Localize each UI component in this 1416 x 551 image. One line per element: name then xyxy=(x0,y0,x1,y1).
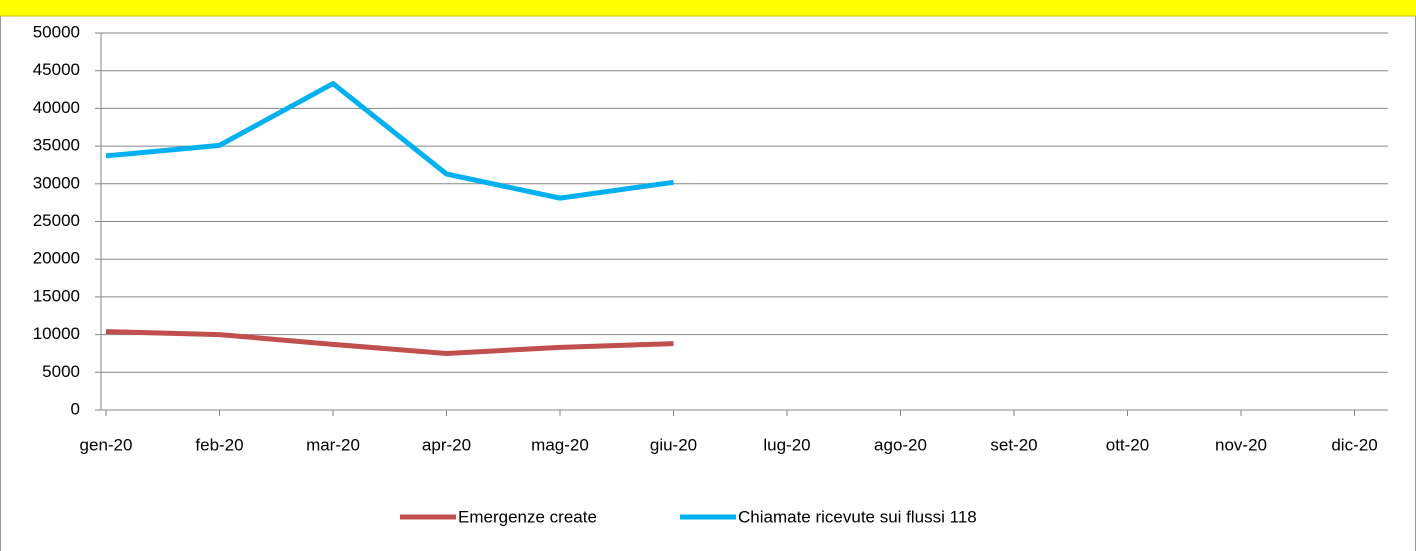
y-tick-label: 50000 xyxy=(33,22,80,41)
y-tick-label: 30000 xyxy=(33,173,80,192)
x-tick-label: giu-20 xyxy=(650,435,697,454)
legend-label: Emergenze create xyxy=(458,507,597,526)
y-tick-label: 35000 xyxy=(33,136,80,155)
y-tick-label: 20000 xyxy=(33,249,80,268)
series-line xyxy=(105,329,674,356)
x-tick-label: nov-20 xyxy=(1215,435,1267,454)
x-tick-label: ott-20 xyxy=(1106,435,1149,454)
x-tick-label: ago-20 xyxy=(874,435,927,454)
x-tick-label: gen-20 xyxy=(80,435,133,454)
x-tick-label: feb-20 xyxy=(195,435,243,454)
y-tick-label: 5000 xyxy=(42,362,80,381)
x-tick-label: set-20 xyxy=(990,435,1037,454)
y-tick-label: 15000 xyxy=(33,286,80,305)
x-tick-label: mar-20 xyxy=(306,435,360,454)
legend-label: Chiamate ricevute sui flussi 118 xyxy=(738,507,977,526)
y-tick-label: 45000 xyxy=(33,60,80,79)
y-tick-label: 0 xyxy=(71,399,80,418)
header-bar xyxy=(0,0,1416,16)
x-tick-label: mag-20 xyxy=(531,435,589,454)
x-tick-label: lug-20 xyxy=(763,435,810,454)
y-tick-label: 40000 xyxy=(33,98,80,117)
y-tick-label: 10000 xyxy=(33,324,80,343)
x-tick-label: dic-20 xyxy=(1331,435,1377,454)
x-tick-label: apr-20 xyxy=(422,435,471,454)
y-tick-label: 25000 xyxy=(33,211,80,230)
series-line xyxy=(105,81,674,201)
